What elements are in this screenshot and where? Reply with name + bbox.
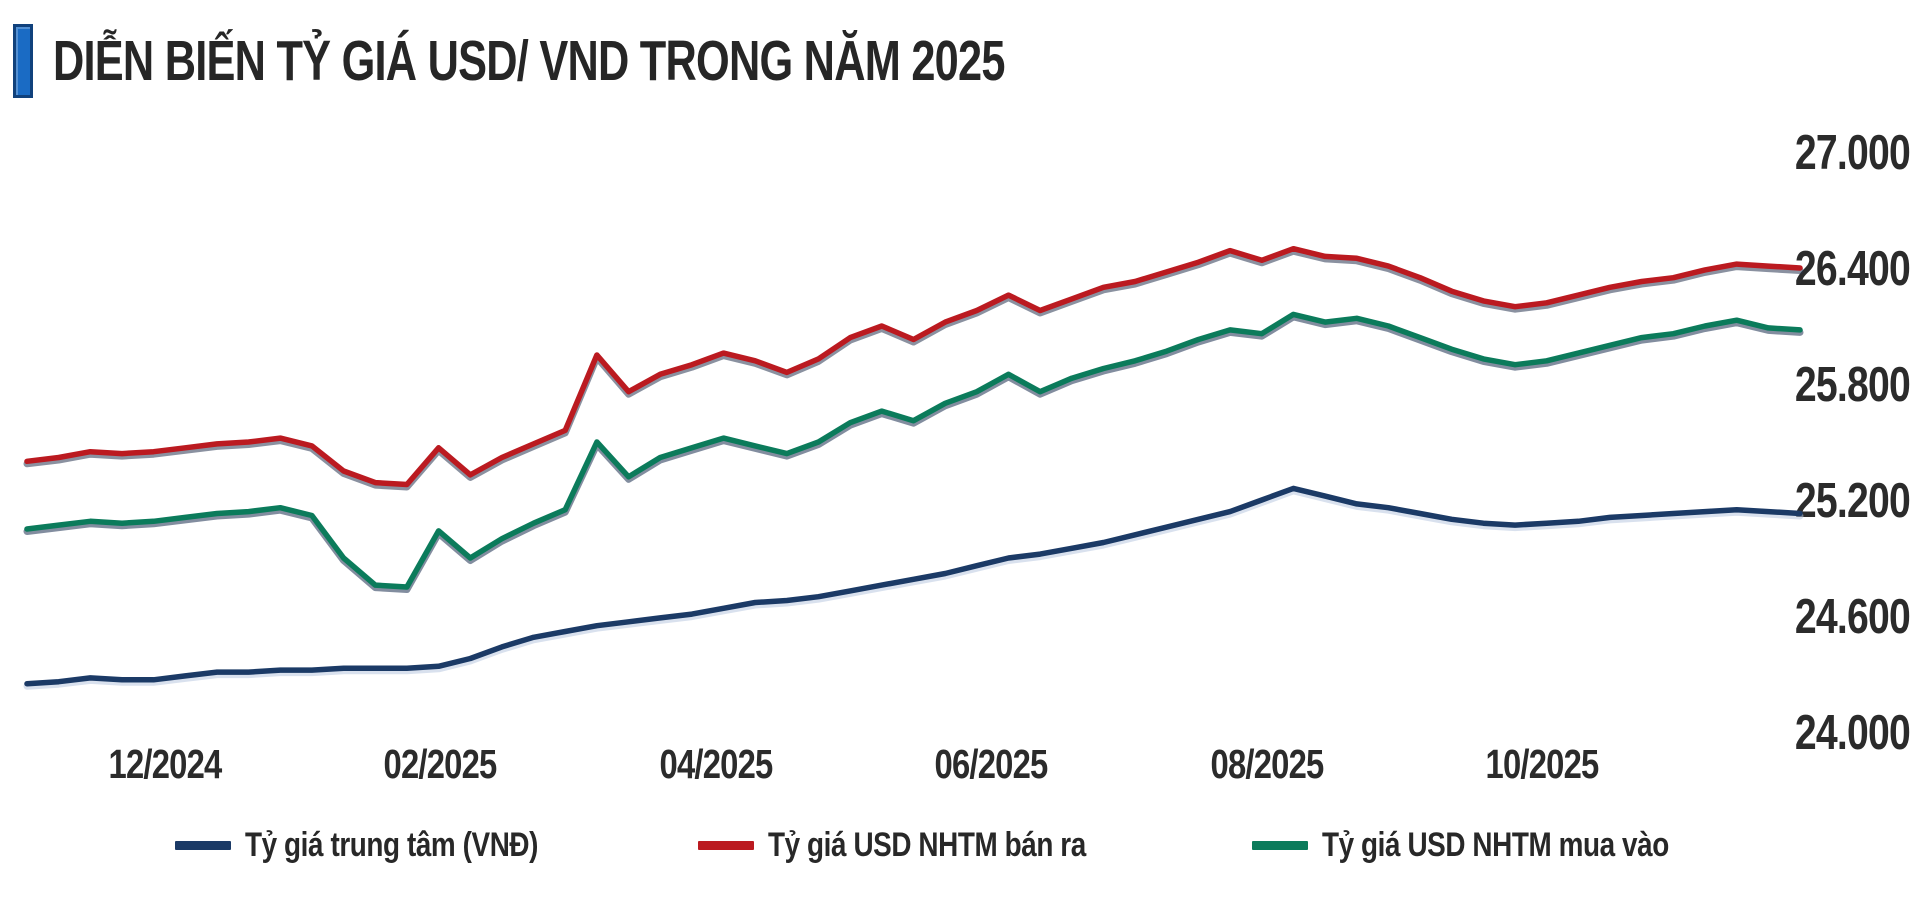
x-axis-label-06-2025: 06/2025 bbox=[935, 740, 1048, 786]
y-axis-label-27.000: 27.000 bbox=[1795, 126, 1910, 180]
chart-legend: Tỷ giá trung tâm (VNĐ) Tỷ giá USD NHTM bá… bbox=[0, 826, 1920, 865]
x-axis-label-08-2025: 08/2025 bbox=[1211, 740, 1324, 786]
bank-sell-rate-line bbox=[24, 245, 1803, 488]
chart-header: DIỄN BIẾN TỶ GIÁ USD/ VND TRONG NĂM 2025 bbox=[13, 24, 1305, 98]
page-title: DIỄN BIẾN TỶ GIÁ USD/ VND TRONG NĂM 2025 bbox=[53, 29, 1005, 93]
bank-buy-rate-line-shadow bbox=[23, 313, 1804, 593]
legend-swatch-bank-sell-rate bbox=[698, 841, 755, 850]
y-axis-label-25.200: 25.200 bbox=[1795, 474, 1910, 528]
chart-area: 27.000 26.400 25.800 25.200 24.600 24.000 12/2… bbox=[0, 100, 1920, 800]
legend-item-central-rate: Tỷ giá trung tâm (VNĐ) bbox=[175, 826, 602, 865]
exchange-rate-line-chart: 27.000 26.400 25.800 25.200 24.600 24.000 12/2… bbox=[23, 126, 1911, 787]
y-axis-label-26.400: 26.400 bbox=[1795, 242, 1910, 296]
x-axis-label-12-2024: 12/2024 bbox=[109, 740, 223, 786]
legend-label-bank-sell-rate: Tỷ giá USD NHTM bán ra bbox=[768, 826, 1087, 864]
y-axis-label-24.000: 24.000 bbox=[1795, 706, 1910, 760]
legend-label-central-rate: Tỷ giá trung tâm (VNĐ) bbox=[245, 826, 539, 864]
legend-swatch-central-rate bbox=[175, 841, 232, 850]
legend-label-bank-buy-rate: Tỷ giá USD NHTM mua vào bbox=[1321, 826, 1669, 864]
x-axis-label-04-2025: 04/2025 bbox=[660, 740, 773, 786]
legend-item-bank-sell-rate: Tỷ giá USD NHTM bán ra bbox=[698, 826, 1156, 865]
legend-swatch-bank-buy-rate bbox=[1251, 841, 1308, 850]
bank-buy-rate-line bbox=[24, 311, 1803, 590]
legend-item-bank-buy-rate: Tỷ giá USD NHTM mua vào bbox=[1251, 826, 1745, 865]
central-rate-line-shadow bbox=[23, 487, 1804, 690]
title-accent-bar bbox=[13, 24, 33, 98]
y-axis-label-25.800: 25.800 bbox=[1795, 358, 1910, 412]
x-axis-label-10-2025: 10/2025 bbox=[1486, 740, 1599, 786]
x-axis-label-02-2025: 02/2025 bbox=[384, 740, 497, 786]
y-axis-label-24.600: 24.600 bbox=[1795, 590, 1910, 644]
bank-sell-rate-line-shadow bbox=[23, 247, 1804, 491]
central-rate-line bbox=[24, 485, 1803, 687]
